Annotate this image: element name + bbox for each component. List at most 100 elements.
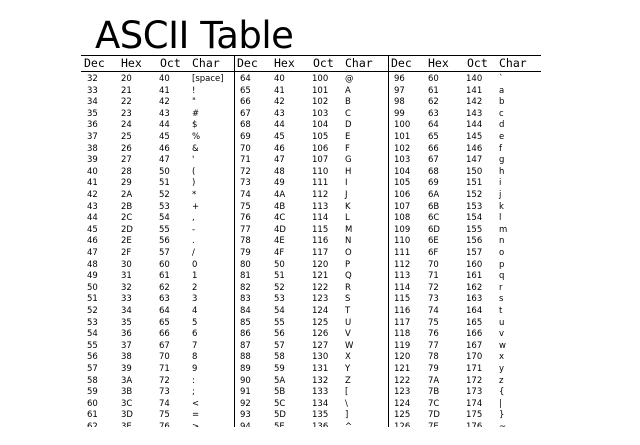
cell-char: % [192,132,201,142]
cell-oct: 73 [159,387,170,398]
cell-hex: 42 [274,97,285,108]
cell-char: y [499,364,505,374]
cell-oct: 131 [312,364,329,374]
cell-hex: 64 [428,120,439,131]
cell-dec: 56 [87,352,98,363]
cell-hex: 6B [428,201,440,212]
cell-oct: 110 [312,166,329,177]
cell-hex: 4A [274,190,286,200]
cell-hex: 37 [121,340,132,351]
cell-oct: 116 [312,236,329,247]
cell-dec: 46 [87,236,98,247]
cell-hex: 2D [121,224,133,235]
cell-dec: 118 [394,329,411,340]
cell-oct: 160 [466,259,483,270]
cell-char: x [499,352,505,363]
cell-oct: 152 [466,190,483,200]
cell-dec: 103 [394,155,411,166]
cell-dec: 125 [394,410,411,421]
cell-oct: 54 [159,213,170,224]
cell-dec: 42 [87,190,98,200]
cell-hex: 38 [121,352,132,363]
cell-char: - [192,224,196,235]
cell-char: ' [192,155,195,166]
cell-dec: 80 [240,259,251,270]
cell-oct: 106 [312,143,329,154]
cell-oct: 42 [159,97,170,108]
cell-dec: 122 [394,375,411,386]
cell-char: { [499,387,505,398]
header-hex: Hex [274,56,295,70]
cell-hex: 29 [121,178,132,189]
cell-dec: 41 [87,178,98,189]
cell-char: 5 [192,317,198,328]
cell-oct: 45 [159,132,170,142]
cell-char: n [499,236,505,247]
column-group-divider [234,55,235,427]
cell-char: [space] [192,74,224,84]
cell-dec: 37 [87,132,98,142]
cell-char: Z [345,375,351,386]
cell-hex: 4C [274,213,286,224]
cell-dec: 89 [240,364,251,374]
cell-char: q [499,271,505,282]
cell-dec: 44 [87,213,98,224]
cell-oct: 173 [466,387,483,398]
cell-oct: 155 [466,224,483,235]
cell-hex: 6D [428,224,440,235]
cell-char: 9 [192,364,198,374]
cell-hex: 24 [121,120,132,131]
cell-hex: 39 [121,364,132,374]
cell-dec: 117 [394,317,411,328]
cell-dec: 115 [394,294,411,305]
cell-hex: 66 [428,143,439,154]
cell-dec: 108 [394,213,411,224]
cell-dec: 48 [87,259,98,270]
cell-dec: 113 [394,271,411,282]
cell-char: l [499,213,502,224]
cell-oct: 57 [159,248,170,258]
cell-oct: 141 [466,85,483,96]
cell-dec: 114 [394,282,411,293]
cell-dec: 98 [394,97,405,108]
cell-oct: 63 [159,294,170,305]
cell-oct: 60 [159,259,170,270]
header-oct: Oct [467,56,488,70]
cell-dec: 85 [240,317,251,328]
header-char: Char [345,56,373,70]
cell-dec: 43 [87,201,98,212]
cell-char: m [499,224,508,235]
cell-hex: 72 [428,282,439,293]
cell-dec: 55 [87,340,98,351]
cell-hex: 61 [428,85,439,96]
cell-oct: 47 [159,155,170,166]
cell-char: . [192,236,195,247]
cell-hex: 46 [274,143,285,154]
header-char: Char [192,56,220,70]
cell-hex: 2E [121,236,132,247]
cell-oct: 133 [312,387,329,398]
cell-char: A [345,85,351,96]
cell-oct: 56 [159,236,170,247]
cell-oct: 67 [159,340,170,351]
cell-oct: 72 [159,375,170,386]
table-top-rule [81,55,541,56]
cell-char: O [345,248,352,258]
cell-dec: 97 [394,85,405,96]
cell-hex: 65 [428,132,439,142]
cell-hex: 41 [274,85,285,96]
cell-char: k [499,201,504,212]
cell-dec: 67 [240,108,251,119]
cell-dec: 52 [87,306,98,316]
cell-dec: 105 [394,178,411,189]
cell-oct: 74 [159,398,170,409]
cell-oct: 100 [312,74,329,84]
cell-char: I [345,178,348,189]
cell-hex: 4E [274,236,285,247]
cell-oct: 53 [159,201,170,212]
cell-dec: 38 [87,143,98,154]
cell-hex: 7A [428,375,440,386]
cell-oct: 117 [312,248,329,258]
cell-dec: 90 [240,375,251,386]
cell-oct: 147 [466,155,483,166]
